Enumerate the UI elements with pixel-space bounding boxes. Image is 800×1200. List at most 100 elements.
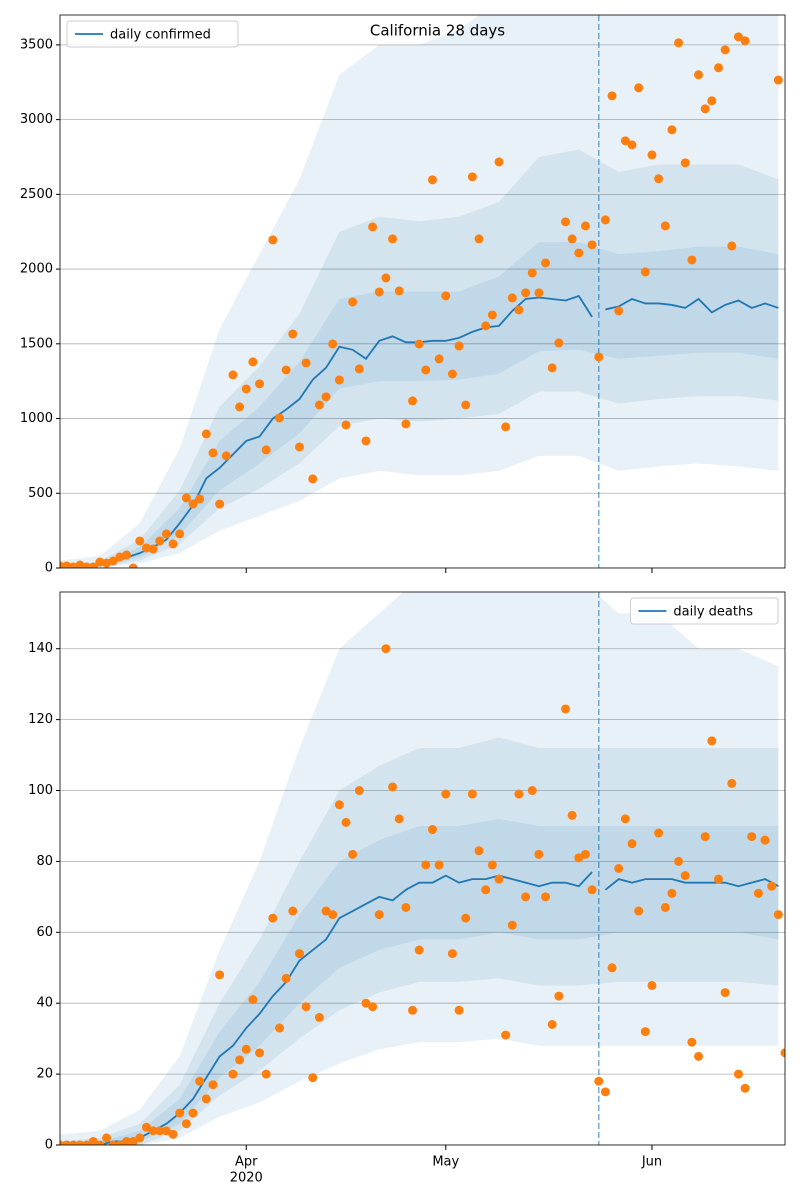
- observed-point: [674, 856, 684, 866]
- observed-point: [401, 902, 411, 912]
- observed-point: [408, 396, 418, 406]
- y-tick-label: 20: [36, 1067, 53, 1082]
- observed-point: [600, 215, 610, 225]
- observed-point: [181, 493, 191, 503]
- observed-point: [574, 853, 584, 863]
- observed-point: [707, 96, 717, 106]
- observed-point: [700, 832, 710, 842]
- observed-point: [381, 644, 391, 654]
- observed-point: [168, 539, 178, 549]
- observed-point: [501, 1030, 511, 1040]
- observed-point: [241, 384, 251, 394]
- observed-point: [361, 998, 371, 1008]
- y-tick-label: 80: [36, 854, 53, 869]
- observed-point: [235, 1055, 245, 1065]
- observed-point: [567, 810, 577, 820]
- observed-point: [447, 369, 457, 379]
- observed-point: [474, 846, 484, 856]
- observed-point: [727, 241, 737, 251]
- observed-point: [434, 860, 444, 870]
- observed-point: [248, 995, 258, 1005]
- observed-point: [301, 358, 311, 368]
- observed-point: [188, 1108, 198, 1118]
- observed-point: [354, 786, 364, 796]
- observed-point: [627, 140, 637, 150]
- observed-point: [587, 885, 597, 895]
- observed-point: [640, 1027, 650, 1037]
- observed-point: [341, 817, 351, 827]
- observed-point: [620, 814, 630, 824]
- observed-point: [434, 354, 444, 364]
- observed-point: [228, 370, 238, 380]
- observed-point: [108, 556, 118, 566]
- observed-point: [301, 1002, 311, 1012]
- observed-point: [514, 789, 524, 799]
- observed-point: [501, 422, 511, 432]
- observed-point: [328, 339, 338, 349]
- observed-point: [594, 352, 604, 362]
- observed-point: [95, 1140, 105, 1145]
- observed-point: [354, 364, 364, 374]
- observed-point: [461, 400, 471, 410]
- observed-point: [494, 157, 504, 167]
- observed-point: [414, 945, 424, 955]
- observed-point: [713, 63, 723, 73]
- observed-point: [487, 860, 497, 870]
- observed-point: [680, 871, 690, 881]
- observed-point: [687, 255, 697, 265]
- observed-point: [694, 70, 704, 80]
- x-tick-label: Jun: [641, 1155, 662, 1170]
- observed-point: [580, 849, 590, 859]
- observed-point: [614, 864, 624, 873]
- observed-point: [707, 736, 717, 746]
- y-tick-label: 40: [36, 996, 53, 1011]
- observed-point: [221, 451, 231, 461]
- observed-point: [361, 436, 371, 446]
- observed-point: [195, 494, 205, 504]
- observed-point: [294, 949, 304, 959]
- legend-box: [66, 20, 239, 48]
- observed-point: [481, 321, 491, 331]
- y-tick-label: 0: [45, 561, 53, 576]
- observed-point: [328, 910, 338, 920]
- observed-point: [408, 1005, 418, 1015]
- observed-point: [88, 1136, 98, 1145]
- observed-point: [215, 970, 225, 980]
- observed-point: [148, 544, 158, 554]
- observed-point: [760, 835, 770, 845]
- observed-point: [388, 234, 398, 244]
- observed-point: [208, 448, 218, 458]
- observed-point: [255, 1048, 265, 1058]
- observed-point: [547, 1019, 557, 1029]
- observed-point: [780, 1048, 785, 1058]
- observed-point: [341, 420, 351, 430]
- observed-point: [95, 557, 105, 567]
- observed-point: [720, 988, 730, 998]
- observed-point: [634, 83, 644, 93]
- observed-point: [235, 402, 245, 412]
- median-line: [60, 871, 779, 1145]
- observed-point: [620, 136, 630, 146]
- observed-point: [175, 1108, 185, 1118]
- observed-point: [122, 1136, 132, 1145]
- observed-point: [507, 293, 517, 303]
- observed-point: [487, 310, 497, 320]
- observed-point: [541, 258, 551, 268]
- observed-point: [660, 221, 670, 231]
- y-tick-label: 140: [28, 641, 53, 656]
- observed-point: [215, 499, 225, 509]
- observed-point: [201, 429, 211, 439]
- observed-point: [507, 920, 517, 930]
- y-tick-label: 120: [28, 712, 53, 727]
- observed-point: [334, 800, 344, 810]
- observed-point: [733, 1069, 743, 1079]
- observed-point: [368, 1002, 378, 1012]
- observed-point: [274, 413, 284, 423]
- observed-point: [241, 1044, 251, 1054]
- observed-point: [314, 1012, 324, 1022]
- observed-point: [467, 172, 477, 182]
- observed-point: [447, 949, 457, 959]
- observed-point: [88, 562, 98, 568]
- observed-point: [148, 1126, 158, 1136]
- y-tick-label: 1500: [20, 336, 53, 351]
